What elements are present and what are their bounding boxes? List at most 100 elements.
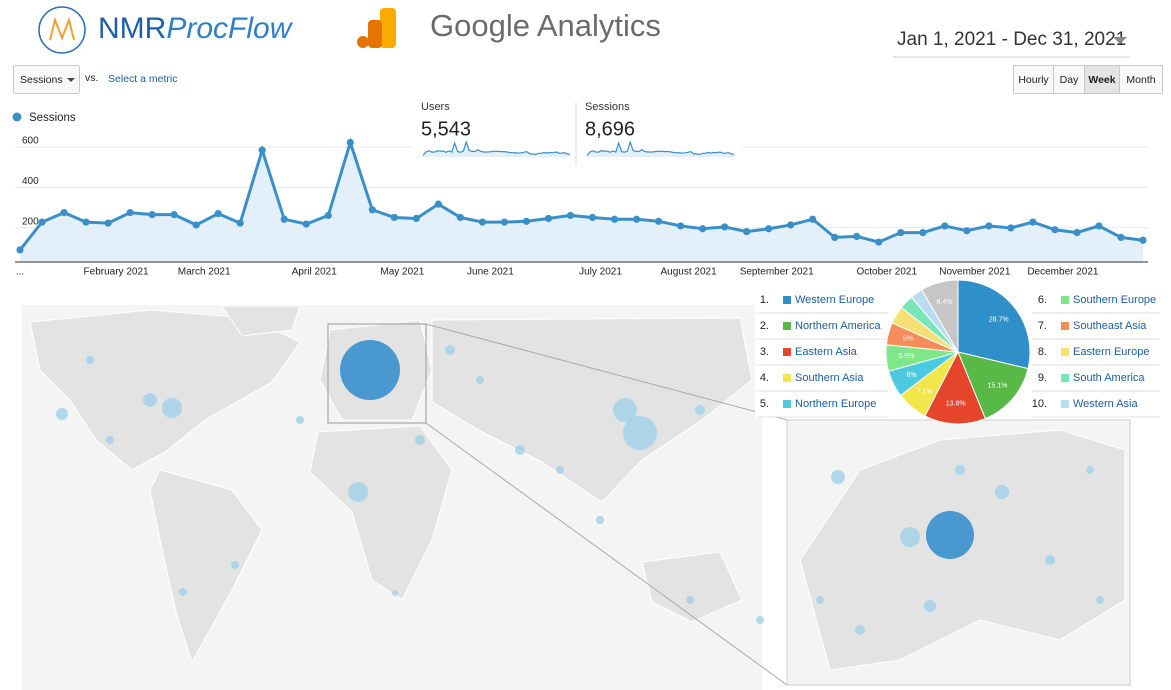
granularity-label[interactable]: Day	[1060, 74, 1079, 86]
point	[280, 215, 288, 223]
compare-link[interactable]: Select a metric	[108, 73, 177, 85]
granularity-button[interactable]	[1084, 65, 1120, 94]
granularity-button[interactable]	[1013, 65, 1054, 94]
granularity-button[interactable]	[1053, 65, 1085, 94]
legend-label[interactable]: Northern America	[795, 320, 881, 332]
map-bubble	[623, 416, 657, 450]
product-name: Google Analytics	[430, 8, 661, 43]
legend-label[interactable]: Southern Asia	[795, 372, 864, 384]
point	[522, 217, 531, 225]
legend-rank: 6.	[1038, 294, 1047, 306]
slice-label: 13.8%	[946, 401, 966, 408]
point	[853, 232, 861, 241]
date-range[interactable]: Jan 1, 2021 - Dec 31, 2021	[897, 29, 1126, 50]
map-bubble	[924, 600, 936, 612]
x-tick-label: February 2021	[84, 267, 149, 278]
vs-label: vs.	[85, 72, 98, 84]
map-bubble	[106, 436, 114, 444]
map-bubble	[695, 405, 705, 415]
map-bubble	[900, 527, 920, 547]
slice-label: 7.1%	[917, 388, 933, 395]
legend-label[interactable]: Northern Europe	[795, 398, 876, 410]
scorecard-value: 8,696	[585, 118, 635, 140]
legend-rank: 1.	[760, 294, 769, 306]
sparkline	[422, 140, 571, 156]
point	[632, 215, 641, 223]
point	[875, 238, 883, 246]
metric-caret[interactable]	[67, 78, 75, 82]
scorecard-label: Users	[421, 101, 450, 113]
map-bubble	[816, 596, 824, 604]
ga-bar	[380, 8, 396, 48]
point	[324, 211, 332, 220]
x-tick-label: May 2021	[380, 267, 424, 278]
legend-panel	[755, 287, 889, 417]
legend-label[interactable]: Eastern Europe	[1073, 346, 1149, 358]
legend-swatch	[783, 348, 791, 356]
legend-swatch	[1061, 296, 1069, 304]
legend-swatch	[1061, 322, 1069, 330]
legend-swatch	[1061, 374, 1069, 382]
point	[346, 138, 354, 147]
legend-label[interactable]: South America	[1073, 372, 1145, 384]
legend-rank: 4.	[760, 372, 769, 384]
scorecard-value: 5,543	[421, 118, 471, 140]
pie-slice	[921, 279, 959, 354]
map-bubble	[56, 408, 68, 420]
logo-ring	[38, 6, 86, 54]
y-tick-label: 600	[22, 136, 39, 147]
point	[699, 225, 707, 233]
date-caret[interactable]	[1113, 37, 1127, 44]
legend-rank: 3.	[760, 346, 769, 358]
point	[1139, 236, 1147, 244]
legend-swatch	[1061, 400, 1069, 408]
legend-label[interactable]: Southeast Asia	[1073, 320, 1147, 332]
point	[236, 219, 244, 227]
point	[809, 215, 817, 223]
legend-rank: 9.	[1038, 372, 1047, 384]
point	[456, 213, 464, 222]
granularity-label[interactable]: Week	[1088, 74, 1115, 86]
map-bubble	[348, 482, 368, 502]
logo-suffix: ProcFlow	[166, 12, 293, 45]
map-bubble	[855, 625, 865, 635]
x-tick-label: September 2021	[740, 267, 814, 278]
point	[390, 213, 398, 222]
metric-label[interactable]: Sessions	[20, 74, 63, 86]
point	[765, 225, 773, 233]
legend-label[interactable]: Western Europe	[795, 294, 874, 306]
point	[654, 217, 663, 225]
legend-label[interactable]: Western Asia	[1073, 398, 1138, 410]
point	[82, 218, 90, 226]
map-bubble	[1086, 466, 1094, 474]
point	[1095, 222, 1103, 230]
x-tick-label: ...	[16, 267, 24, 278]
map-bubble	[613, 398, 637, 422]
slice-label: 8.4%	[936, 299, 952, 306]
ga-logo	[357, 8, 396, 48]
legend-label[interactable]: Southern Europe	[1073, 294, 1156, 306]
logo-prefix: NMR	[98, 12, 166, 45]
point	[192, 221, 200, 229]
granularity-button[interactable]	[1119, 65, 1163, 94]
map-bubble	[596, 516, 604, 524]
map-bubble	[995, 485, 1009, 499]
granularity-label[interactable]: Month	[1126, 74, 1155, 86]
granularity-label[interactable]: Hourly	[1018, 74, 1049, 86]
point	[170, 211, 178, 219]
map-bubble	[392, 590, 398, 596]
x-tick-label: August 2021	[661, 267, 718, 278]
legend-swatch	[783, 374, 791, 382]
point	[478, 218, 487, 226]
point	[963, 227, 971, 235]
y-tick-label: 200	[22, 216, 39, 227]
map-bubble	[143, 393, 157, 407]
map-bubble	[445, 345, 455, 355]
point	[566, 211, 575, 220]
point	[500, 218, 509, 226]
sparkline-area	[423, 142, 570, 157]
legend-label[interactable]: Eastern Asia	[795, 346, 858, 358]
point	[1051, 226, 1059, 234]
metric-dropdown[interactable]	[13, 65, 80, 94]
